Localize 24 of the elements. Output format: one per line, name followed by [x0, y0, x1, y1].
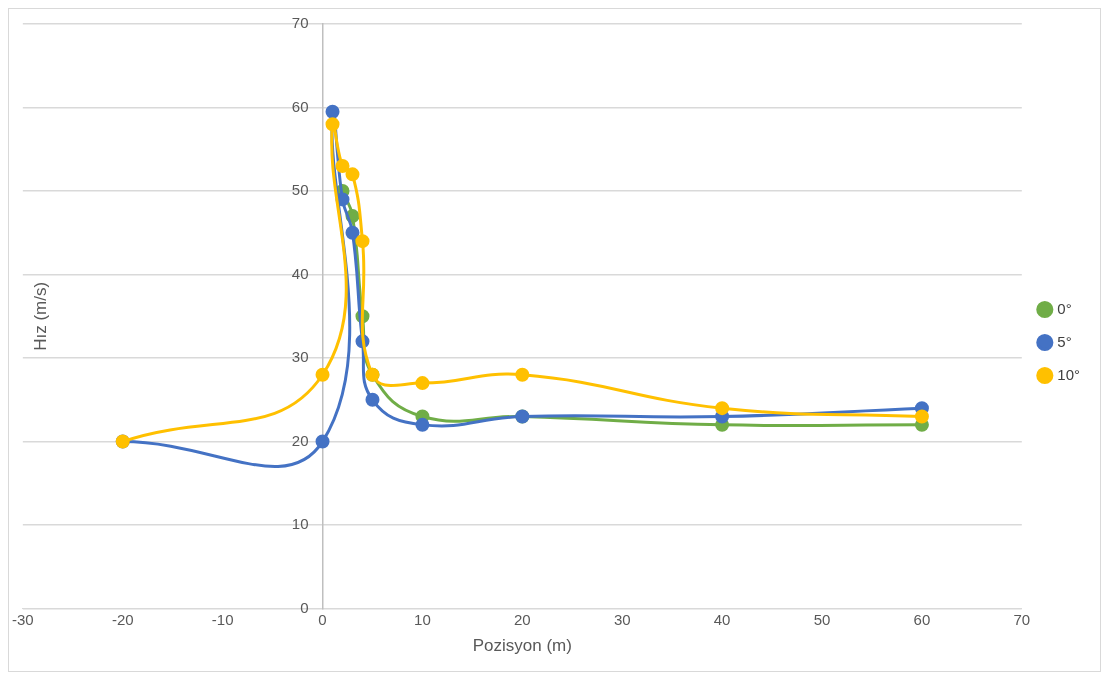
x-tick-label: 70	[1013, 610, 1031, 628]
x-axis-title: Pozisyon (m)	[472, 636, 572, 656]
x-tick-label: -10	[211, 610, 234, 628]
y-tick-label: 60	[291, 97, 309, 115]
x-tick-label: -30	[12, 610, 34, 628]
y-tick-label: 0	[300, 598, 309, 616]
y-tick-label: 70	[291, 14, 309, 32]
x-tick-label: -20	[111, 610, 134, 628]
x-tick-label: 40	[713, 610, 731, 628]
x-tick-label: 50	[813, 610, 831, 628]
y-tick-label: 10	[291, 515, 309, 533]
legend-label: 10°	[1057, 365, 1080, 383]
x-tick-label: 60	[913, 610, 931, 628]
x-tick-label: 30	[613, 610, 631, 628]
legend-label: 0°	[1057, 299, 1072, 317]
y-tick-label: 30	[291, 348, 309, 366]
legend-label: 5°	[1057, 332, 1072, 350]
y-tick-label: 40	[291, 264, 309, 282]
y-tick-label: 50	[291, 181, 309, 199]
x-tick-label: 10	[414, 610, 431, 628]
y-tick-label: 20	[291, 431, 309, 449]
x-tick-label: 20	[513, 610, 531, 628]
y-axis-title: Hız (m/s)	[30, 281, 50, 351]
x-tick-label: 0	[318, 610, 327, 628]
